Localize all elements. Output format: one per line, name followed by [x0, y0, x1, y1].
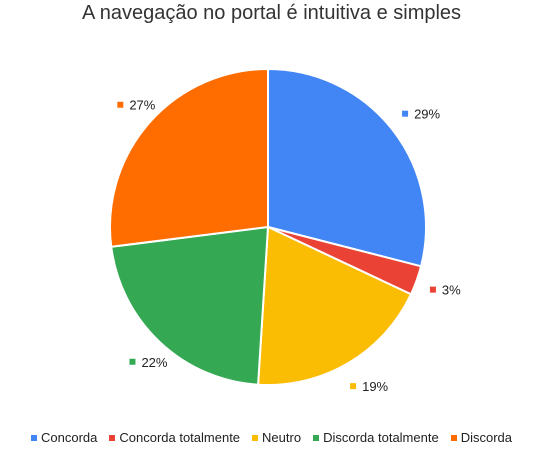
- legend-swatch: [252, 434, 259, 441]
- data-label-text: 19%: [362, 379, 388, 394]
- legend-swatch: [313, 434, 320, 441]
- pie-chart: 29% 3% 19% 22% 27%: [109, 67, 461, 394]
- legend-label: Discorda totalmente: [323, 430, 439, 445]
- data-label: 22%: [129, 355, 168, 370]
- data-label-swatch: [129, 358, 136, 365]
- legend-label: Discorda: [460, 430, 512, 445]
- data-label: 29%: [402, 107, 441, 122]
- data-label-text: 27%: [129, 98, 155, 113]
- data-label-swatch: [117, 101, 124, 108]
- legend-item: Discorda totalmente: [313, 430, 439, 445]
- legend: Concorda Concorda totalmente Neutro Discord…: [0, 430, 543, 445]
- data-label-swatch: [402, 110, 409, 117]
- data-label-swatch: [350, 383, 357, 390]
- legend-swatch: [109, 434, 116, 441]
- data-label: 27%: [117, 98, 156, 113]
- pie-slice-discorda-totalmente: [110, 225, 270, 386]
- chart-title: A navegação no portal é intuitiva e simp…: [81, 2, 462, 24]
- legend-swatch: [450, 434, 457, 441]
- data-label-text: 3%: [442, 283, 461, 298]
- data-label-text: 29%: [414, 107, 440, 122]
- data-label-text: 22%: [141, 355, 167, 370]
- legend-item: Concorda: [30, 430, 98, 445]
- data-label: 19%: [350, 379, 389, 394]
- pie-slice-neutro: [257, 225, 413, 386]
- legend-swatch: [30, 434, 37, 441]
- data-label: 3%: [429, 283, 461, 298]
- pie-slice-discorda: [109, 67, 269, 248]
- legend-item: Concorda totalmente: [109, 430, 240, 445]
- legend-label: Concorda: [40, 430, 98, 445]
- data-label-swatch: [429, 286, 436, 293]
- legend-label: Concorda totalmente: [119, 430, 241, 445]
- legend-label: Neutro: [262, 430, 302, 445]
- legend-item: Neutro: [252, 430, 301, 445]
- legend-item: Discorda: [450, 430, 512, 445]
- pie-slice-concorda: [267, 67, 427, 268]
